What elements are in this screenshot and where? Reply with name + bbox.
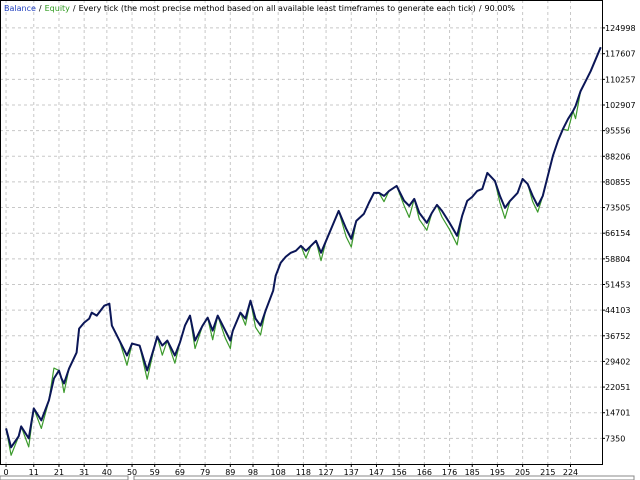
title-part: Every tick (the most precise method base… — [79, 4, 476, 13]
x-tick-label: 176 — [442, 468, 457, 477]
legend-entry: Balance — [4, 4, 36, 13]
x-tick-label: 215 — [540, 468, 555, 477]
y-tick-label: 73505 — [605, 204, 630, 213]
x-tick-label: 89 — [225, 468, 235, 477]
y-tick-label: 44103 — [605, 306, 630, 315]
y-tick-label: 7350 — [605, 434, 625, 443]
y-tick-label: 14701 — [605, 409, 630, 418]
y-tick-label: 124998 — [605, 24, 636, 33]
y-tick-label: 58804 — [605, 255, 630, 264]
x-tick-label: 166 — [417, 468, 432, 477]
x-tick-label: 156 — [392, 468, 407, 477]
x-tick-label: 40 — [102, 468, 112, 477]
y-tick-label: 22051 — [605, 383, 630, 392]
x-tick-label: 11 — [29, 468, 39, 477]
x-tick-label: 147 — [369, 468, 384, 477]
x-tick-label: 69 — [175, 468, 185, 477]
title-part: 90.00% — [485, 4, 516, 13]
x-tick-label: 98 — [248, 468, 258, 477]
chart-title: Balance / Equity / Every tick (the most prec… — [4, 4, 515, 13]
x-tick-label: 0 — [4, 468, 9, 477]
legend-entry: Equity — [45, 4, 71, 13]
y-tick-label: 117607 — [605, 50, 636, 59]
x-tick-label: 108 — [271, 468, 286, 477]
title-separator: / — [479, 4, 482, 13]
y-tick-label: 95556 — [605, 127, 630, 136]
plot-frame — [0, 0, 603, 465]
x-tick-label: 31 — [79, 468, 89, 477]
series-lines — [5, 46, 602, 456]
x-tick-label: 50 — [127, 468, 137, 477]
y-tick-label: 51453 — [605, 280, 630, 289]
title-separator: / — [73, 4, 76, 13]
x-tick-label: 137 — [344, 468, 359, 477]
x-tick-label: 59 — [150, 468, 160, 477]
x-tick-label: 79 — [200, 468, 210, 477]
title-separator: / — [39, 4, 42, 13]
y-tick-label: 80855 — [605, 178, 630, 187]
bottom-strip — [0, 475, 129, 480]
x-tick-label: 224 — [563, 468, 578, 477]
y-tick-label: 66154 — [605, 229, 630, 238]
series-line — [5, 46, 602, 449]
y-tick-label: 102907 — [605, 101, 636, 110]
axes: 7350 14701 22051 29402 36752 44103 51453 58804 6… — [4, 24, 636, 477]
y-tick-label: 29402 — [605, 357, 630, 366]
y-tick-label: 88206 — [605, 152, 630, 161]
bottom-strip — [133, 475, 635, 480]
y-tick-label: 36752 — [605, 332, 630, 341]
x-tick-label: 205 — [515, 468, 530, 477]
y-tick-label: 110257 — [605, 75, 636, 84]
x-tick-label: 127 — [318, 468, 333, 477]
grid — [0, 0, 602, 464]
x-tick-label: 118 — [296, 468, 311, 477]
x-tick-label: 185 — [465, 468, 480, 477]
x-tick-label: 21 — [54, 468, 64, 477]
x-tick-label: 195 — [490, 468, 505, 477]
